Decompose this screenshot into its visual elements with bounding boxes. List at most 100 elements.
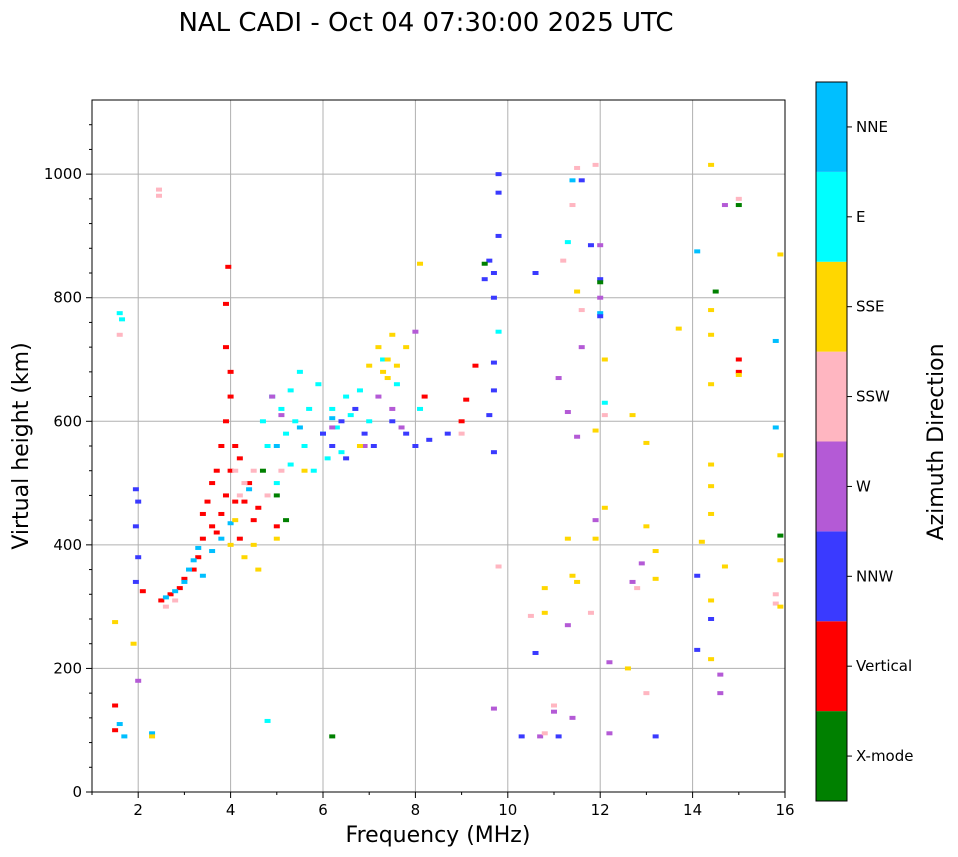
data-point [116, 311, 123, 316]
colorbar-segment [816, 711, 847, 801]
colorbar-segment [816, 82, 847, 172]
x-tick-label: 12 [591, 801, 610, 819]
data-point [601, 357, 608, 362]
colorbar-segment [816, 531, 847, 622]
data-point [209, 524, 216, 529]
data-point [273, 536, 280, 541]
data-point [384, 357, 391, 362]
data-point [287, 388, 294, 393]
data-point [287, 462, 294, 467]
data-point [278, 413, 285, 418]
data-point [592, 518, 599, 523]
data-point [481, 277, 488, 282]
data-point [273, 524, 280, 529]
data-point [283, 431, 290, 436]
data-point [569, 203, 576, 208]
data-point [708, 657, 715, 662]
data-point [772, 601, 779, 606]
data-point [380, 369, 387, 374]
colorbar-segment [816, 171, 847, 262]
data-point [269, 394, 276, 399]
data-point [592, 428, 599, 433]
data-point [597, 311, 604, 316]
data-point [486, 258, 493, 263]
data-point [717, 672, 724, 677]
colorbar-frame [815, 81, 848, 802]
data-point [338, 419, 345, 424]
data-point [218, 444, 225, 448]
data-point [227, 521, 234, 526]
data-point [403, 345, 410, 350]
data-point [176, 586, 183, 591]
data-point [601, 413, 608, 418]
data-point [278, 406, 285, 411]
data-point [444, 431, 451, 436]
data-point [578, 178, 585, 183]
data-point [495, 564, 502, 569]
data-point [537, 734, 544, 739]
data-point [708, 162, 715, 167]
data-point [712, 289, 719, 294]
y-axis-ticks: 0 200 400 600 800 1000 [44, 124, 92, 801]
data-point [225, 264, 232, 269]
data-point [132, 487, 139, 492]
data-point [592, 162, 599, 167]
data-point [361, 431, 368, 436]
data-point [643, 524, 650, 529]
data-point [606, 731, 613, 736]
data-point [458, 431, 465, 436]
data-point [264, 718, 271, 723]
data-point [772, 338, 779, 343]
data-point [246, 481, 253, 486]
data-point [255, 567, 262, 572]
data-point [227, 542, 234, 547]
data-point [597, 314, 604, 319]
data-point [560, 258, 567, 263]
data-point [426, 437, 433, 442]
data-point [361, 444, 368, 448]
data-point [343, 456, 350, 461]
data-point [195, 545, 202, 550]
data-point [652, 734, 659, 739]
data-point [310, 468, 317, 473]
data-point [218, 511, 225, 516]
data-point [597, 277, 604, 282]
colorbar-tick-label: SSW [856, 388, 890, 406]
data-point [708, 308, 715, 313]
data-point [490, 295, 497, 300]
data-point [232, 518, 239, 523]
data-point [532, 650, 539, 655]
data-point [264, 493, 271, 498]
colorbar-label: Azimuth Direction [924, 343, 949, 540]
azimuth-colorbar: X-mode Vertical NNW W SSW SSE E NNE [815, 81, 913, 802]
data-point [273, 481, 280, 486]
data-point [329, 425, 336, 430]
data-point [132, 524, 139, 529]
data-point [236, 493, 243, 498]
data-point [495, 329, 502, 334]
y-tick-label: 200 [53, 659, 82, 677]
data-point [735, 203, 742, 208]
data-point [601, 400, 608, 405]
data-point [209, 549, 216, 554]
data-point [172, 589, 179, 594]
data-point [777, 604, 784, 609]
data-point [135, 555, 142, 560]
data-point [708, 382, 715, 387]
data-point [694, 647, 701, 652]
data-point [227, 394, 234, 399]
data-point [135, 678, 142, 683]
data-point [541, 610, 548, 615]
data-point [638, 561, 645, 566]
data-point [606, 660, 613, 665]
data-point [735, 196, 742, 201]
data-point [119, 317, 126, 322]
data-point [532, 271, 539, 275]
data-point [329, 734, 336, 739]
data-point [186, 567, 193, 572]
data-point [463, 397, 470, 402]
data-point [412, 444, 419, 448]
data-point [578, 308, 585, 313]
data-point [264, 444, 271, 448]
